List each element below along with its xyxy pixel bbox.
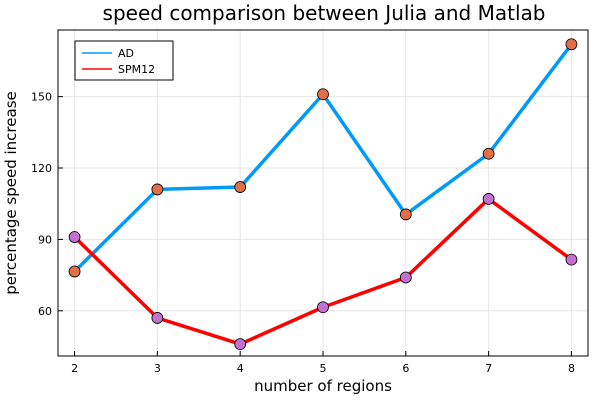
data-point-ad — [151, 183, 164, 196]
y-tick-label: 60 — [38, 305, 52, 318]
data-point-ad — [482, 147, 495, 160]
y-tick-label: 90 — [38, 233, 52, 246]
y-axis-label: percentage speed increase — [2, 91, 20, 294]
y-tick-label: 120 — [31, 162, 52, 175]
data-point-spm12 — [565, 253, 578, 266]
ticks: 2 3 4 5 6 7 8 60 90 120 150 — [31, 91, 575, 375]
y-tick-label: 150 — [31, 91, 52, 104]
data-point-ad — [68, 265, 81, 278]
chart-title: speed comparison between Julia and Matla… — [103, 1, 546, 25]
grid — [58, 30, 588, 356]
data-point-ad — [399, 208, 412, 221]
legend-label-spm12: SPM12 — [118, 63, 155, 76]
data-point-spm12 — [399, 271, 412, 284]
series-group — [68, 38, 578, 351]
x-tick-label: 3 — [154, 362, 161, 375]
legend-box — [74, 40, 174, 81]
legend-label-ad: AD — [118, 47, 134, 60]
data-point-spm12 — [482, 193, 495, 205]
x-tick-label: 6 — [402, 362, 409, 375]
x-axis-label: number of regions — [254, 377, 392, 395]
data-point-ad — [234, 181, 247, 193]
data-point-spm12 — [151, 312, 164, 324]
legend: AD SPM12 — [74, 40, 174, 81]
x-tick-label: 4 — [237, 362, 244, 375]
x-tick-label: 7 — [485, 362, 492, 375]
x-tick-label: 2 — [71, 362, 78, 375]
data-point-ad — [565, 38, 578, 51]
data-point-spm12 — [234, 338, 247, 351]
x-tick-label: 5 — [320, 362, 327, 375]
data-point-spm12 — [317, 301, 329, 314]
data-point-spm12 — [68, 231, 81, 243]
x-tick-label: 8 — [568, 362, 575, 375]
data-point-ad — [317, 88, 329, 101]
